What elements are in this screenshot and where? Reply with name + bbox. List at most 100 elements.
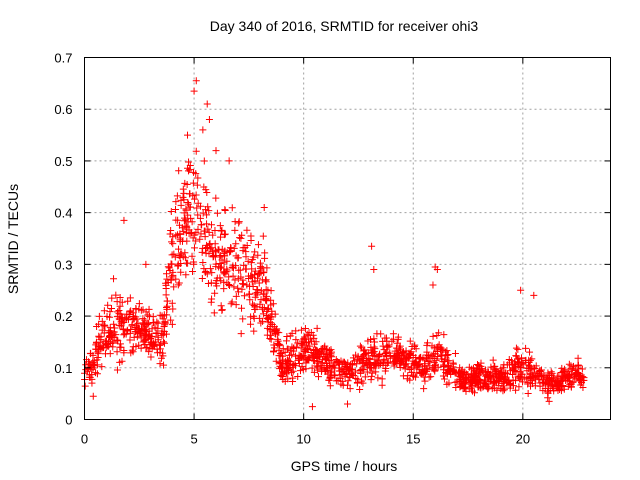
- data-point: [242, 265, 250, 273]
- data-point: [113, 298, 121, 306]
- data-point: [429, 364, 437, 372]
- data-point: [262, 286, 270, 294]
- data-point: [320, 352, 328, 360]
- data-point: [276, 352, 284, 360]
- data-point: [203, 188, 211, 196]
- data-point: [247, 313, 255, 321]
- data-point: [189, 234, 197, 242]
- data-point: [183, 259, 191, 267]
- data-point: [267, 296, 275, 304]
- data-point: [410, 362, 418, 370]
- data-point: [134, 319, 142, 327]
- data-point: [132, 342, 140, 350]
- data-point: [512, 352, 520, 360]
- data-point: [124, 297, 132, 305]
- data-point: [205, 228, 213, 236]
- data-point: [204, 279, 212, 287]
- data-point: [220, 269, 228, 277]
- data-point: [158, 331, 166, 339]
- data-point: [353, 360, 361, 368]
- data-point: [305, 329, 313, 337]
- data-point: [294, 356, 302, 364]
- data-point: [150, 340, 158, 348]
- data-point: [141, 337, 149, 345]
- data-point: [159, 352, 167, 360]
- data-point: [378, 381, 386, 389]
- data-point: [473, 361, 481, 369]
- y-tick-label: 0.3: [54, 257, 72, 272]
- data-point: [186, 162, 194, 170]
- data-point: [575, 370, 583, 378]
- data-point: [239, 276, 247, 284]
- data-point: [201, 233, 209, 241]
- data-point: [132, 305, 140, 313]
- data-point: [320, 363, 328, 371]
- plot-frame: [84, 57, 611, 420]
- data-point: [193, 204, 201, 212]
- data-point: [344, 377, 352, 385]
- data-point: [396, 364, 404, 372]
- data-point: [203, 220, 211, 228]
- data-point: [429, 281, 437, 289]
- data-point: [370, 343, 378, 351]
- x-tick-label: 15: [406, 432, 420, 447]
- data-point: [329, 363, 337, 371]
- data-point: [361, 346, 369, 354]
- data-point: [193, 181, 201, 189]
- data-point: [341, 360, 349, 368]
- data-point: [375, 352, 383, 360]
- data-point: [512, 352, 520, 360]
- data-point: [354, 375, 362, 383]
- data-point: [282, 337, 290, 345]
- data-point: [177, 259, 185, 267]
- data-point: [574, 361, 582, 369]
- data-point: [486, 372, 494, 380]
- data-point: [175, 167, 183, 175]
- data-point: [358, 377, 366, 385]
- x-axis-label: GPS time / hours: [291, 458, 398, 474]
- data-point: [231, 226, 239, 234]
- data-point: [447, 364, 455, 372]
- data-point: [366, 356, 374, 364]
- data-point: [204, 203, 212, 211]
- data-point: [120, 216, 128, 224]
- data-point: [192, 77, 200, 85]
- data-point: [299, 352, 307, 360]
- data-point: [98, 363, 106, 371]
- data-point: [423, 348, 431, 356]
- data-point: [211, 240, 219, 248]
- data-point: [298, 362, 306, 370]
- data-point: [213, 209, 221, 217]
- data-point: [172, 216, 180, 224]
- data-point: [332, 377, 340, 385]
- data-point: [276, 341, 284, 349]
- data-point: [217, 302, 225, 310]
- data-point: [515, 359, 523, 367]
- data-point: [167, 207, 175, 215]
- data-point: [104, 301, 112, 309]
- data-point: [185, 158, 193, 166]
- data-point: [291, 360, 299, 368]
- data-point: [421, 377, 429, 385]
- data-point: [178, 250, 186, 258]
- data-point: [499, 364, 507, 372]
- data-point: [346, 364, 354, 372]
- data-point: [160, 311, 168, 319]
- y-tick-label: 0: [65, 413, 72, 428]
- data-point: [570, 362, 578, 370]
- data-point: [336, 374, 344, 382]
- data-point: [184, 167, 192, 175]
- data-point: [362, 356, 370, 364]
- data-point: [266, 334, 274, 342]
- data-point: [228, 298, 236, 306]
- data-point: [383, 348, 391, 356]
- data-point: [512, 344, 520, 352]
- data-point: [218, 306, 226, 314]
- data-point: [225, 157, 233, 165]
- data-point: [119, 326, 127, 334]
- data-point: [270, 347, 278, 355]
- data-point: [257, 263, 265, 271]
- data-point: [170, 283, 178, 291]
- data-point: [456, 376, 464, 384]
- data-point: [192, 170, 200, 178]
